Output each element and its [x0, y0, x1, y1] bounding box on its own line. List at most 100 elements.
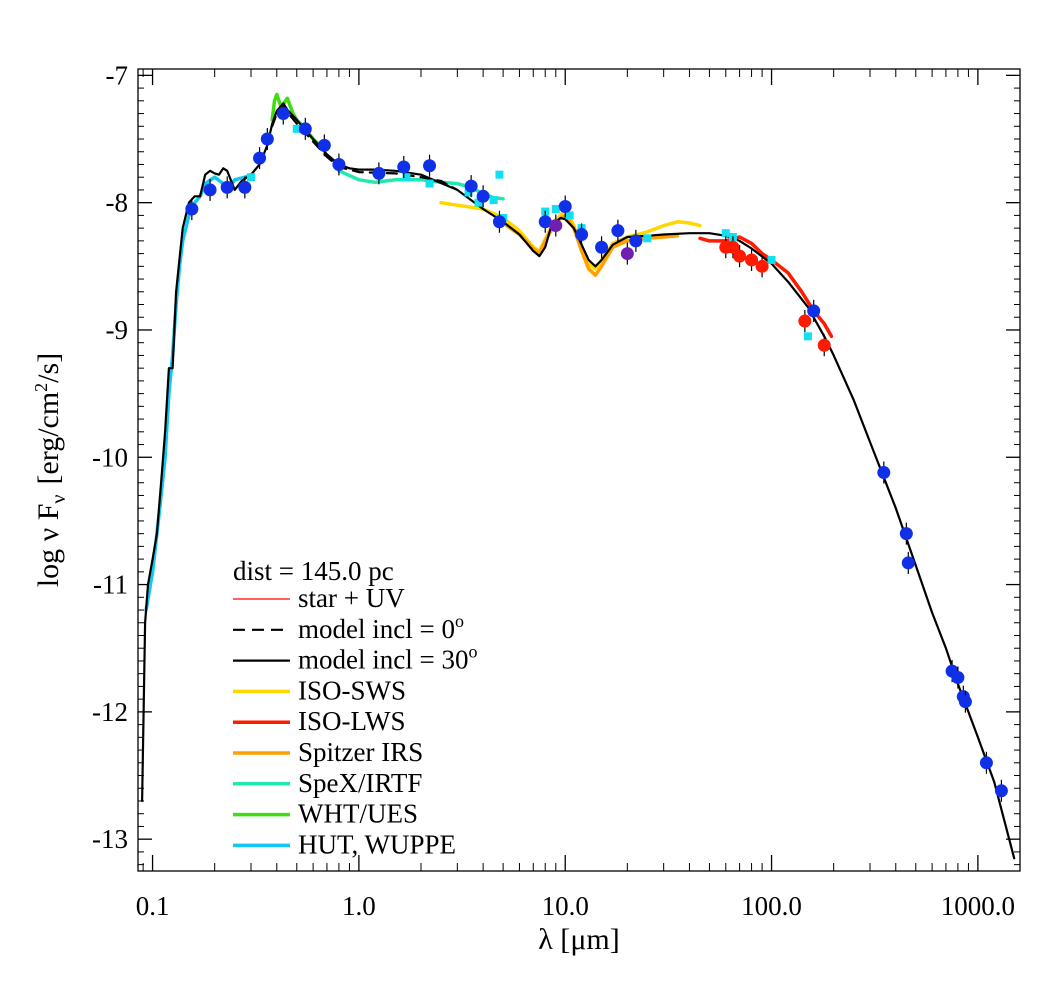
data-point — [464, 179, 478, 193]
data-square — [551, 205, 560, 214]
x-axis-title-unit: μm — [570, 923, 609, 956]
y-tick-label: -7 — [106, 60, 129, 90]
legend-label: WHT/UES — [298, 799, 418, 829]
legend-header: dist = 145.0 pc — [233, 556, 394, 586]
legend-label: HUT, WUPPE — [298, 829, 456, 859]
series-line-iso-lws — [698, 235, 834, 339]
legend-label-text: model incl = 30 — [298, 645, 468, 675]
legend-label: ISO-LWS — [298, 706, 406, 736]
legend-label-text: model incl = 0 — [298, 614, 455, 644]
y-tick-label: -8 — [106, 188, 129, 218]
data-point — [549, 219, 563, 233]
data-point — [276, 107, 290, 121]
y-tick-label: -10 — [92, 442, 128, 472]
legend-label-text: Spitzer IRS — [298, 737, 423, 767]
data-point — [595, 240, 609, 254]
x-axis-title: λ [μm] — [538, 923, 619, 956]
data-square — [464, 188, 473, 197]
data-square — [565, 211, 574, 220]
y-axis-title-unit-sup: 2 — [31, 383, 51, 392]
data-point — [203, 183, 217, 197]
legend-label-text: SpeX/IRTF — [298, 768, 422, 798]
data-square — [767, 255, 776, 264]
series-line-model-incl-30 — [141, 102, 1016, 860]
data-square — [425, 179, 434, 188]
data-point — [629, 234, 643, 248]
y-axis-title: log ν Fν [erg/cm2/s] — [31, 353, 70, 587]
x-tick-label: 100.0 — [741, 891, 802, 921]
x-tick-label: 10.0 — [542, 891, 589, 921]
y-axis-title-sub: ν — [48, 495, 70, 504]
data-square — [803, 332, 812, 341]
data-point — [575, 227, 589, 241]
x-tick-label: 1000.0 — [941, 891, 1015, 921]
y-tick-labels: -7 -8 -9 -10 -11 -12 -13 — [92, 60, 128, 854]
legend-label: model incl = 0o — [298, 611, 464, 644]
data-point — [726, 240, 740, 254]
data-point — [745, 253, 759, 267]
y-tick-label: -13 — [92, 824, 128, 854]
legend-label: ISO-SWS — [298, 675, 406, 705]
legend-label-text: ISO-SWS — [298, 675, 406, 705]
data-square — [474, 198, 483, 207]
data-point — [958, 695, 972, 709]
data-point — [951, 671, 965, 685]
data-point — [733, 249, 747, 263]
legend-label-text: WHT/UES — [298, 799, 418, 829]
y-tick-label: -12 — [92, 697, 128, 727]
major-ticks — [138, 69, 1020, 871]
data-square — [495, 170, 504, 179]
data-point — [423, 159, 437, 173]
x-tick-labels: 0.1 1.0 10.0 100.0 1000.0 — [136, 891, 1015, 921]
data-point — [238, 180, 252, 194]
data-point — [807, 304, 821, 318]
legend-label-superscript: o — [468, 642, 477, 662]
data-square — [402, 173, 411, 182]
y-axis-title-main: log ν F — [32, 504, 65, 588]
data-point — [298, 122, 312, 136]
legend-label-text: HUT, WUPPE — [298, 829, 456, 859]
legend-label: star + UV — [298, 583, 405, 613]
data-point — [817, 338, 831, 352]
data-point — [260, 132, 274, 146]
data-point — [994, 784, 1008, 798]
legend-label-text: star + UV — [298, 583, 405, 613]
plot-area — [141, 92, 1016, 860]
data-point — [755, 259, 769, 273]
y-axis-title-unit-a: [erg/cm — [32, 392, 65, 485]
legend-label-superscript: o — [455, 611, 464, 631]
data-point — [253, 151, 267, 165]
data-point — [185, 202, 199, 216]
legend-label: model incl = 30o — [298, 642, 477, 675]
data-point — [476, 189, 490, 203]
minor-ticks — [138, 69, 1020, 871]
data-point — [877, 466, 891, 480]
data-point — [372, 166, 386, 180]
data-point — [611, 224, 625, 238]
data-point — [899, 527, 913, 541]
y-tick-label: -9 — [106, 315, 129, 345]
data-square — [721, 229, 730, 238]
y-tick-label: -11 — [93, 570, 128, 600]
y-axis-title-unit-b: /s] — [32, 353, 65, 383]
series-line-hut-wuppe — [144, 172, 253, 612]
x-tick-label: 1.0 — [342, 891, 376, 921]
data-square — [247, 173, 256, 182]
data-point — [317, 138, 331, 152]
data-square — [292, 124, 301, 133]
data-point — [620, 247, 634, 261]
data-point — [979, 756, 993, 770]
data-point — [397, 160, 411, 174]
data-point — [332, 157, 346, 171]
legend-label-text: ISO-LWS — [298, 706, 406, 736]
data-point — [538, 215, 552, 229]
data-point — [558, 199, 572, 213]
data-point — [220, 180, 234, 194]
data-point — [901, 556, 915, 570]
legend-label: Spitzer IRS — [298, 737, 423, 767]
data-point — [492, 215, 506, 229]
data-point — [798, 314, 812, 328]
data-square — [489, 196, 498, 205]
